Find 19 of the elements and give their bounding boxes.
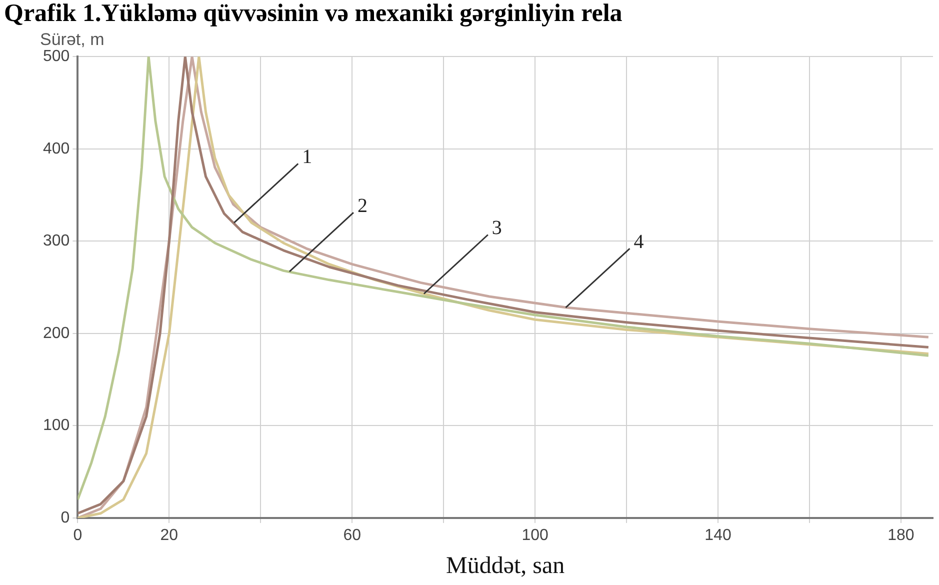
annotation: 1 (302, 146, 312, 168)
y-tick-label: 0 (60, 509, 70, 526)
x-tick-label: 100 (522, 527, 549, 544)
annotation: 2 (357, 194, 368, 217)
annotation: 3 (492, 217, 502, 240)
x-axis-title: Müddət, san (446, 552, 565, 579)
x-tick-label: 20 (160, 527, 178, 544)
y-tick-label: 400 (42, 140, 70, 158)
chart-title: Qrafik 1.Yükləmə qüvvəsinin və mexaniki gərginliyin rela (4, 0, 622, 28)
y-axis-title: Sürət, m (40, 30, 104, 50)
y-tick-label: 200 (42, 324, 70, 342)
x-tick-label: 180 (888, 527, 914, 544)
y-tick-label: 100 (42, 417, 70, 434)
y-tick-label: 300 (42, 232, 70, 250)
x-tick-label: 0 (73, 527, 82, 544)
x-tick-label: 140 (704, 527, 732, 544)
y-tick-label: 500 (42, 48, 70, 66)
x-tick-label: 60 (343, 527, 362, 544)
annotation: 4 (634, 230, 644, 253)
